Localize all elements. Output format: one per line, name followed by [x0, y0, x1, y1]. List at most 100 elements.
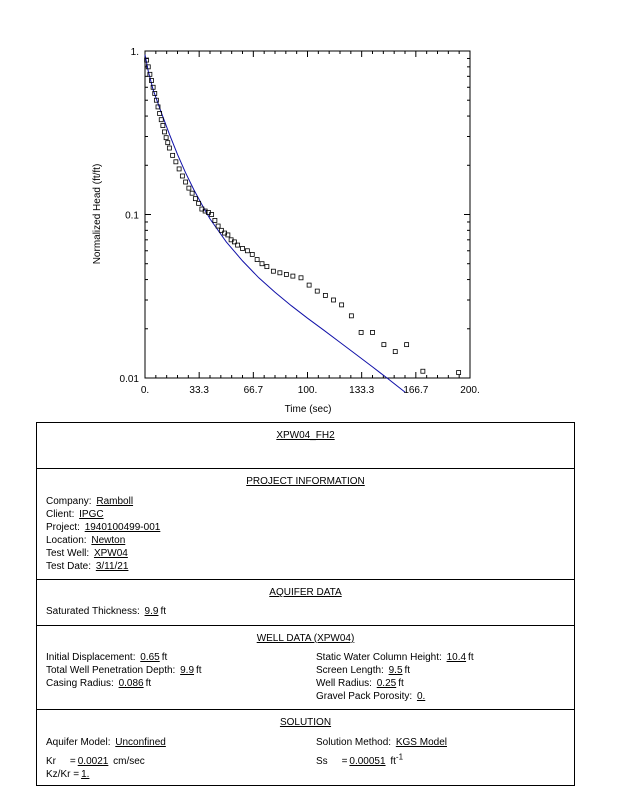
- observed-point: [170, 152, 176, 158]
- observed-point: [225, 232, 231, 238]
- observed-point: [155, 104, 161, 110]
- solution-method-row: Solution Method: KGS Model: [316, 737, 447, 748]
- solution-section: SOLUTION Aquifer Model: Unconfined Solut…: [37, 709, 574, 786]
- observed-point: [165, 140, 171, 146]
- x-tick-label: 200.: [460, 385, 479, 396]
- observed-point: [150, 84, 156, 90]
- observed-point: [339, 302, 345, 308]
- location-value: Newton: [91, 535, 126, 546]
- observed-point: [144, 57, 150, 63]
- observed-point: [306, 282, 312, 288]
- company-value: Ramboll: [96, 496, 134, 507]
- aquifer-section: AQUIFER DATA Saturated Thickness: 9.9 ft: [37, 579, 574, 626]
- fitted-curve: [144, 54, 406, 393]
- observed-point: [381, 342, 387, 348]
- test-date-row: Test Date: 3/11/21: [46, 561, 129, 572]
- observed-points: [144, 57, 462, 375]
- kr-value: 0.0021: [77, 756, 109, 767]
- project-section: PROJECT INFORMATION Company: Ramboll Cli…: [37, 468, 574, 580]
- saturated-thickness-value: 9.9: [144, 606, 159, 617]
- observed-point: [218, 227, 224, 233]
- observed-point: [160, 123, 166, 128]
- observed-point: [192, 196, 198, 202]
- observed-point: [158, 117, 164, 123]
- penetration-row: Total Well Penetration Depth: 9.9 ft: [46, 665, 202, 676]
- observed-point: [322, 293, 328, 298]
- title-section: XPW04_FH2: [37, 423, 574, 468]
- observed-point: [163, 135, 169, 141]
- test-well-row: Test Well: XPW04: [46, 548, 128, 559]
- aquifer-model-row: Aquifer Model: Unconfined: [46, 737, 166, 748]
- observed-point: [157, 111, 163, 116]
- observed-point: [348, 313, 354, 319]
- casing-radius-value: 0.086: [118, 678, 144, 689]
- observed-point: [277, 270, 283, 276]
- slug-test-chart: 0. 33.3 66.7 100. 133.3 166.7 200. 0.01 0.1 1. Ti…: [92, 47, 480, 415]
- penetration-value: 9.9: [180, 665, 195, 676]
- observed-point: [298, 275, 304, 281]
- observed-point: [209, 212, 215, 217]
- kr-row: Kr = 0.0021 cm/sec: [46, 756, 145, 767]
- kzkr-row: Kz/Kr = 1.: [46, 769, 90, 780]
- observed-point: [196, 200, 202, 206]
- ss-row: Ss = 0.00051 ft-1: [316, 752, 404, 767]
- observed-point: [358, 330, 364, 335]
- observed-point: [235, 242, 241, 248]
- observed-point: [244, 248, 250, 254]
- initial-displacement-value: 0.65: [140, 652, 160, 663]
- observed-point: [162, 129, 167, 135]
- observed-point: [370, 330, 375, 335]
- screen-length-row: Screen Length: 9.5 ft: [316, 665, 411, 676]
- observed-point: [215, 223, 221, 229]
- observed-point: [392, 349, 398, 355]
- test-well-value: XPW04: [93, 548, 128, 559]
- x-tick-label: 166.7: [403, 385, 428, 396]
- company-row: Company: Ramboll: [46, 496, 134, 507]
- observed-point: [240, 246, 245, 251]
- x-tick-label: 133.3: [349, 385, 374, 396]
- observed-point: [152, 91, 158, 96]
- test-title: XPW04_FH2: [276, 430, 335, 441]
- observed-point: [456, 370, 462, 375]
- x-tick-label: 0.: [141, 385, 149, 396]
- tick-labels: 0. 33.3 66.7 100. 133.3 166.7 200. 0.01 0.1 1.: [120, 47, 480, 396]
- observed-point: [186, 185, 192, 191]
- observed-point: [173, 159, 179, 165]
- initial-displacement-row: Initial Displacement: 0.65 ft: [46, 652, 168, 663]
- info-panel: XPW04_FH2 PROJECT INFORMATION Company: R…: [36, 422, 575, 786]
- ss-value: 0.00051: [349, 756, 386, 767]
- x-tick-label: 100.: [298, 385, 317, 396]
- project-header: PROJECT INFORMATION: [246, 476, 365, 487]
- well-radius-row: Well Radius: 0.25 ft: [316, 678, 404, 689]
- screen-length-value: 9.5: [388, 665, 403, 676]
- axis-ticks: [144, 50, 471, 379]
- client-value: IPGC: [79, 509, 104, 520]
- y-tick-label: 0.1: [125, 211, 139, 222]
- well-header: WELL DATA (XPW04): [256, 633, 355, 644]
- solution-header: SOLUTION: [279, 717, 332, 728]
- observed-point: [290, 273, 296, 279]
- observed-point: [176, 166, 182, 172]
- x-tick-label: 66.7: [244, 385, 264, 396]
- observed-point: [249, 252, 255, 257]
- observed-point: [183, 179, 189, 185]
- y-tick-label: 0.01: [120, 374, 140, 385]
- static-column-row: Static Water Column Height: 10.4 ft: [316, 652, 474, 663]
- static-column-value: 10.4: [446, 652, 467, 663]
- saturated-thickness-row: Saturated Thickness: 9.9 ft: [46, 606, 167, 617]
- well-section: WELL DATA (XPW04) Initial Displacement: …: [37, 625, 574, 710]
- observed-point: [202, 208, 208, 214]
- observed-point: [189, 190, 195, 196]
- y-axis-label: Normalized Head (ft/ft): [92, 164, 103, 265]
- y-tick-label: 1.: [131, 47, 139, 58]
- observed-point: [149, 78, 154, 83]
- porosity-row: Gravel Pack Porosity: 0.: [316, 691, 426, 702]
- location-row: Location: Newton: [46, 535, 126, 546]
- test-date-value: 3/11/21: [95, 561, 129, 572]
- observed-point: [145, 64, 151, 70]
- project-row: Project: 1940100499-001: [46, 522, 161, 533]
- project-value: 1940100499-001: [84, 522, 161, 533]
- observed-point: [420, 368, 426, 374]
- observed-point: [264, 264, 270, 270]
- observed-point: [331, 297, 336, 303]
